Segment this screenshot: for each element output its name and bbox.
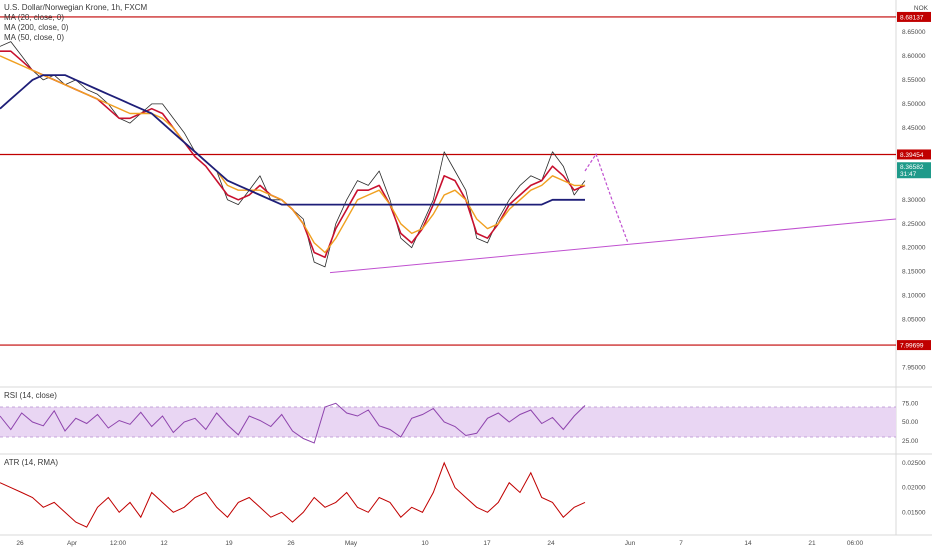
- price-tick-label: 8.60000: [902, 53, 926, 60]
- last-price-tag: [897, 162, 931, 179]
- projection-path: [584, 152, 629, 244]
- time-tick-label: 24: [547, 540, 555, 547]
- rsi-band: [0, 407, 896, 437]
- rsi-line: [0, 402, 586, 444]
- rsi-legend: RSI (14, close): [4, 391, 57, 401]
- rsi-tick-label: 75.00: [902, 400, 919, 407]
- price-tick-label: 8.15000: [902, 269, 926, 276]
- level-tag-label: 7.99699: [900, 343, 924, 350]
- price-tick-label: 8.30000: [902, 197, 926, 204]
- time-tick-label: 19: [225, 540, 233, 547]
- currency-label: NOK: [914, 5, 929, 12]
- time-tick-label: 26: [16, 540, 24, 547]
- ma200-legend[interactable]: MA (200, close, 0): [4, 23, 69, 32]
- atr-legend: ATR (14, RMA): [4, 458, 58, 468]
- level-tag: [897, 149, 931, 160]
- ma50-line: [0, 55, 585, 254]
- price-tick-label: 7.95000: [902, 365, 926, 372]
- atr-label[interactable]: ATR (14, RMA): [4, 458, 59, 467]
- atr-tick-label: 0.01500: [902, 509, 926, 516]
- level-tag-label: 8.39454: [900, 152, 924, 159]
- level-tag: [897, 11, 931, 22]
- rsi-tick-label: 50.00: [902, 419, 919, 426]
- price-tick-label: 8.45000: [902, 125, 926, 132]
- last-price-label: 8.36582: [900, 164, 924, 171]
- ma50-legend[interactable]: MA (50, close, 0): [4, 33, 65, 42]
- time-tick-label: 21: [808, 540, 816, 547]
- price-tick-label: 8.05000: [902, 317, 926, 324]
- rsi-tick-label: 25.00: [902, 438, 919, 445]
- price-tick-label: 8.50000: [902, 101, 926, 108]
- time-tick-label: 12:00: [110, 540, 127, 547]
- time-tick-label: 7: [679, 540, 683, 547]
- time-tick-label: 10: [421, 540, 429, 547]
- symbol-title[interactable]: U.S. Dollar/Norwegian Krone, 1h, FXCM: [4, 3, 148, 12]
- price-tick-label: 8.25000: [902, 221, 926, 228]
- time-tick-label: 26: [287, 540, 295, 547]
- time-tick-label: Jun: [625, 540, 636, 547]
- rsi-label[interactable]: RSI (14, close): [4, 391, 57, 400]
- time-tick-label: 12: [160, 540, 168, 547]
- level-tag: [897, 340, 931, 351]
- time-tick-label: 14: [744, 540, 752, 547]
- atr-tick-label: 0.02500: [902, 460, 926, 467]
- price-tick-label: 8.10000: [902, 293, 926, 300]
- ma20-legend[interactable]: MA (20, close, 0): [4, 13, 65, 22]
- atr-line: [0, 461, 586, 528]
- time-tick-label: 17: [483, 540, 491, 547]
- ma200-line: [0, 74, 585, 206]
- price-tick-label: 8.55000: [902, 77, 926, 84]
- time-tick-label: 06:00: [847, 540, 864, 547]
- atr-tick-label: 0.02000: [902, 485, 926, 492]
- price-tick-label: 8.20000: [902, 245, 926, 252]
- level-tag-label: 8.68137: [900, 14, 924, 21]
- price-legend: U.S. Dollar/Norwegian Krone, 1h, FXCM MA…: [4, 3, 147, 43]
- trendline: [329, 218, 897, 274]
- price-tick-label: 8.65000: [902, 29, 926, 36]
- time-tick-label: May: [345, 540, 358, 547]
- bar-countdown-label: 31:47: [900, 171, 917, 178]
- time-tick-label: Apr: [67, 540, 78, 547]
